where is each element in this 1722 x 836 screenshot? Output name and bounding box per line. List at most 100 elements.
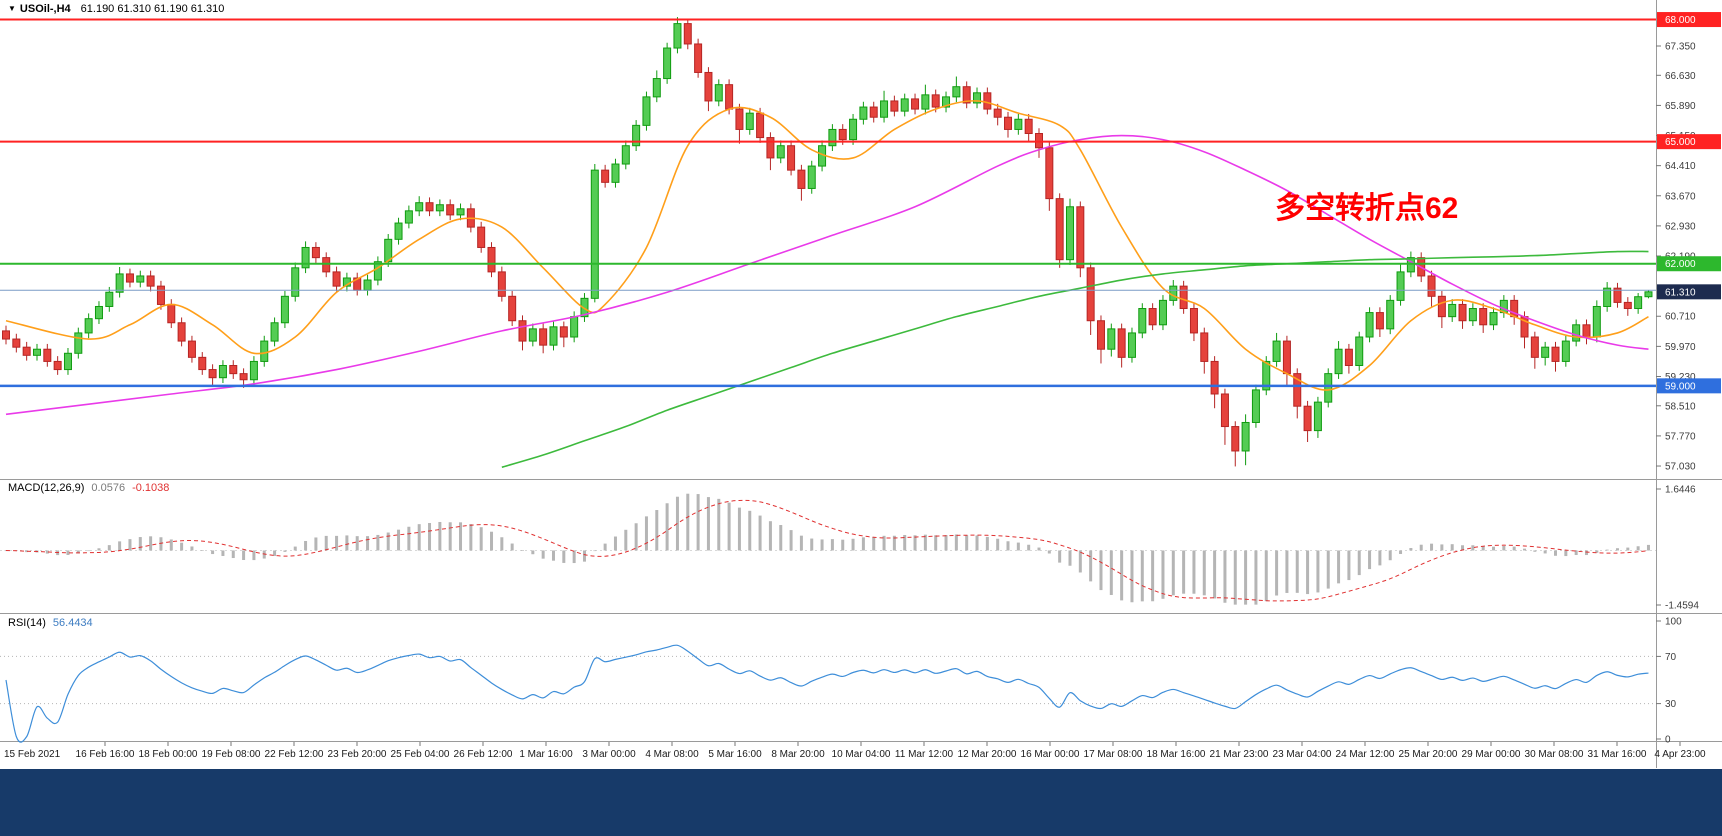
candle-body <box>311 246 320 259</box>
macd-histogram-bar <box>799 535 803 551</box>
macd-histogram-bar <box>965 535 969 551</box>
macd-histogram-bar <box>1099 550 1103 591</box>
macd-histogram-bar <box>1326 550 1330 589</box>
macd-histogram-bar <box>644 516 648 551</box>
macd-histogram-bar <box>1244 550 1248 605</box>
macd-histogram-bar <box>1264 550 1268 602</box>
macd-histogram-bar <box>376 534 380 551</box>
candle-body <box>1272 340 1281 362</box>
candle-body <box>1148 308 1157 326</box>
macd-histogram-bar <box>1440 544 1444 551</box>
candle-body <box>683 23 692 45</box>
rsi-axis-label: 100 <box>1665 617 1682 628</box>
price-badge-label: 65.000 <box>1665 137 1696 148</box>
candle-body <box>53 360 62 371</box>
time-axis-label: 3 Mar 00:00 <box>582 749 636 760</box>
candle-body <box>1406 257 1415 273</box>
macd-histogram-bar <box>934 535 938 551</box>
candle-body <box>632 124 641 147</box>
candle-body <box>1179 285 1188 310</box>
macd-histogram-bar <box>1295 550 1299 593</box>
candle-body <box>797 169 806 189</box>
macd-histogram-bar <box>386 532 390 551</box>
macd-signal-line <box>5 499 1649 602</box>
candle-body <box>528 328 537 342</box>
rsi-line <box>5 644 1649 743</box>
candle-body <box>880 100 889 118</box>
candle-body <box>1035 133 1043 149</box>
macd-histogram-bar <box>696 494 700 551</box>
candle-body <box>1220 393 1229 428</box>
time-axis-label: 30 Mar 08:00 <box>1525 749 1584 760</box>
candle-body <box>477 226 486 248</box>
candle-body <box>1200 332 1209 362</box>
macd-histogram-bar <box>1481 546 1485 551</box>
ohlc-readout: 61.190 61.310 61.190 61.310 <box>80 3 225 15</box>
macd-histogram-bar <box>1027 544 1031 551</box>
macd-histogram-bar <box>1223 550 1227 603</box>
candle-body <box>239 373 248 381</box>
macd-histogram-bar <box>76 550 80 554</box>
time-axis-label: 23 Feb 20:00 <box>328 749 387 760</box>
candle-body <box>125 273 134 283</box>
macd-histogram-bar <box>882 535 886 551</box>
price-badge-label: 61.310 <box>1665 287 1696 298</box>
candle-body <box>208 369 217 379</box>
candle-body <box>1086 267 1095 322</box>
macd-histogram-bar <box>1202 550 1206 596</box>
macd-histogram-bar <box>1151 550 1155 602</box>
candle-body <box>962 86 971 104</box>
macd-histogram-bar <box>851 538 855 551</box>
macd-histogram-bar <box>190 546 194 551</box>
candle-body <box>322 257 331 273</box>
candle-body <box>1262 360 1271 391</box>
macd-histogram-bar <box>1140 550 1144 602</box>
candle-body <box>63 352 72 371</box>
chart-title-bar: ▼ USOil-,H4 61.190 61.310 61.190 61.310 <box>8 3 224 15</box>
chart-canvas[interactable]: 67.35066.63065.89065.15064.41063.67062.9… <box>0 0 1722 772</box>
macd-histogram-bar <box>1285 550 1289 593</box>
time-axis-label: 17 Mar 08:00 <box>1084 749 1143 760</box>
candle-body <box>508 295 517 322</box>
macd-histogram-bar <box>1161 550 1165 599</box>
candle-body <box>838 128 847 141</box>
candle-body <box>1014 118 1023 130</box>
candle-body <box>766 137 775 159</box>
macd-name: MACD(12,26,9) <box>8 482 85 494</box>
bottom-bar <box>0 769 1722 836</box>
time-axis-label: 15 Feb 2021 <box>4 749 61 760</box>
rsi-indicator-label: RSI(14) 56.4434 <box>8 617 93 629</box>
macd-histogram-bar <box>1502 545 1506 551</box>
candle-body <box>570 316 579 338</box>
macd-histogram <box>4 493 1650 605</box>
candle-body <box>1313 401 1322 432</box>
macd-histogram-bar <box>211 550 215 555</box>
candle-body <box>931 94 940 108</box>
symbol-period-label: USOil-,H4 <box>19 3 71 15</box>
price-badge <box>1657 134 1721 150</box>
time-axis-label: 16 Mar 00:00 <box>1021 749 1080 760</box>
candle-body <box>270 322 279 342</box>
candle-body <box>1169 285 1178 301</box>
price-axis-label: 64.410 <box>1665 161 1696 172</box>
price-badge-label: 62.000 <box>1665 259 1696 270</box>
macd-histogram-bar <box>180 542 184 551</box>
time-axis-label: 10 Mar 04:00 <box>832 749 891 760</box>
candle-body <box>952 86 961 98</box>
macd-histogram-bar <box>1047 550 1051 554</box>
time-axis-label: 21 Mar 23:00 <box>1210 749 1269 760</box>
time-axis-label: 11 Mar 12:00 <box>895 749 954 760</box>
time-axis-label: 4 Apr 23:00 <box>1654 749 1706 760</box>
collapse-indicator-icon[interactable]: ▼ <box>8 4 16 13</box>
macd-histogram-bar <box>366 536 370 551</box>
macd-histogram-bar <box>1233 550 1237 605</box>
candle-body <box>2 330 10 340</box>
candle-body <box>828 128 837 147</box>
macd-histogram-bar <box>407 526 411 551</box>
candle-body <box>136 275 145 283</box>
price-axis-label: 57.770 <box>1665 431 1696 442</box>
candle-body <box>1065 206 1074 261</box>
candle-body <box>652 78 661 98</box>
candle-body <box>1055 198 1064 261</box>
price-axis-label: 67.350 <box>1665 42 1696 53</box>
